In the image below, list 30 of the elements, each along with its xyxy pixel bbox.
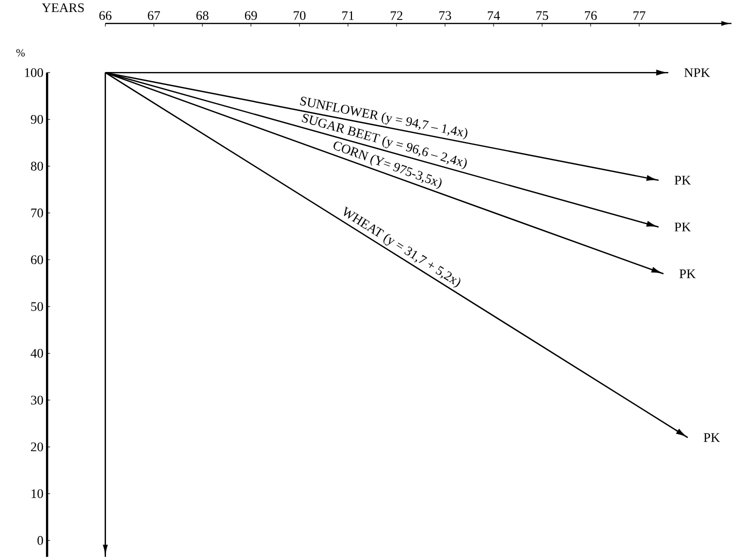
x-tick-label: 70 <box>294 11 306 20</box>
y-tick-label: 20 <box>31 442 44 452</box>
x-tick-label: 66 <box>99 11 112 20</box>
x-tick-label: 75 <box>536 11 548 20</box>
x-tick-label: 73 <box>439 11 452 20</box>
y-tick-label: 10 <box>32 489 44 498</box>
y-tick-label: 90 <box>30 115 44 124</box>
y-tick-label: 100 <box>25 68 44 78</box>
x-tick-label: 69 <box>244 11 257 20</box>
y-tick-label: 60 <box>31 255 44 264</box>
y-axis-title: % <box>16 49 25 57</box>
y-tick-label: 80 <box>30 162 44 171</box>
x-tick-label: 68 <box>196 11 208 20</box>
x-tick-label: 67 <box>148 11 160 20</box>
annotation: PK <box>674 222 691 232</box>
y-tick-label: 50 <box>31 302 44 311</box>
x-tick-label: 72 <box>390 11 402 20</box>
y-tick-label: 0 <box>37 536 44 545</box>
x-axis-title: YEARS <box>42 3 84 12</box>
y-tick-label: 40 <box>30 348 44 358</box>
annotation: NPK <box>684 68 710 77</box>
x-tick-label: 77 <box>634 11 646 20</box>
annotation: PK <box>679 270 696 278</box>
x-tick-label: 71 <box>342 11 354 20</box>
annotation: PK <box>674 176 691 185</box>
y-tick-label: 30 <box>31 396 44 405</box>
x-tick-label: 76 <box>584 11 597 20</box>
annotation: PK <box>704 433 720 442</box>
x-tick-label: 74 <box>488 11 500 20</box>
y-tick-label: 70 <box>31 208 44 218</box>
